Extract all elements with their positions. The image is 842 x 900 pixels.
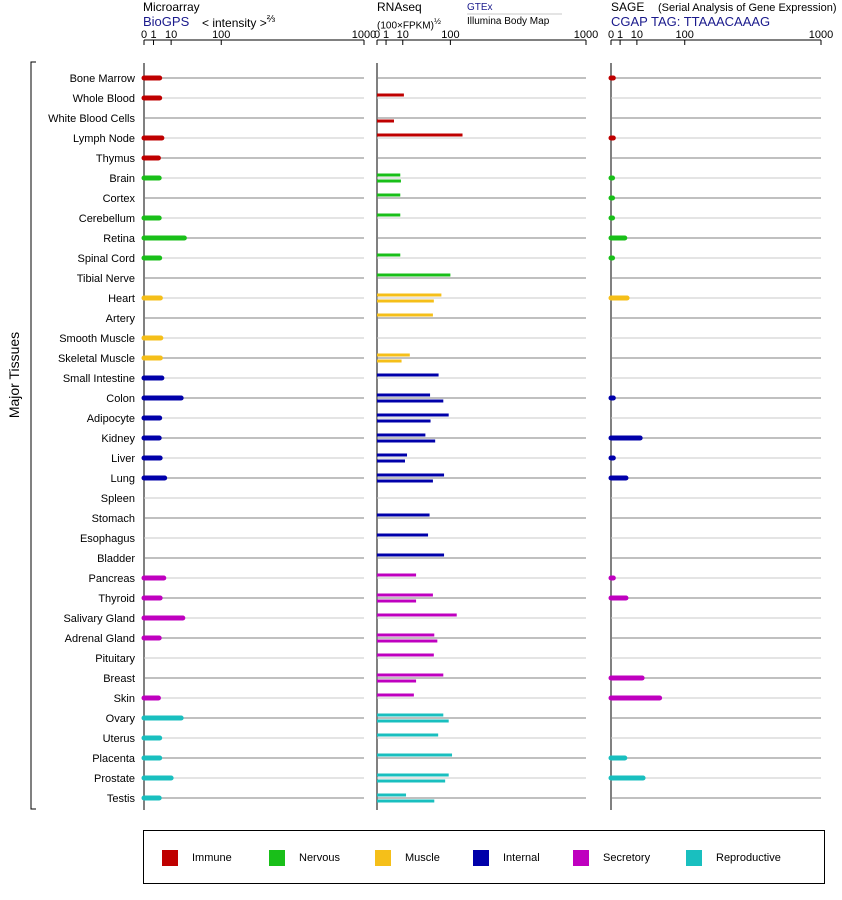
legend: Immune Nervous Muscle Internal Secretory… [143, 830, 825, 884]
tissue-label: Salivary Gland [63, 613, 135, 625]
legend-item-muscle: Muscle [375, 850, 440, 866]
legend-swatch-reproductive [686, 850, 702, 866]
tissue-label: Prostate [94, 773, 135, 785]
tissue-label: Pituitary [95, 653, 135, 665]
rnaseq-units: (100×FPKM)½ [377, 16, 441, 31]
tissue-label: Brain [109, 173, 135, 185]
tissue-label: White Blood Cells [48, 113, 135, 125]
rnaseq-units-exp: ½ [433, 16, 441, 26]
tissue-label: Retina [103, 233, 136, 245]
x-tick-label: 0 [141, 29, 147, 41]
sage-title: SAGE [611, 0, 645, 14]
x-tick-label: 1 [383, 29, 389, 41]
x-tick-label: 10 [631, 29, 643, 41]
x-tick-label: 100 [212, 29, 230, 41]
legend-item-nervous: Nervous [269, 850, 340, 866]
tissue-label: Thyroid [98, 593, 135, 605]
biogps-link[interactable]: BioGPS [143, 14, 190, 29]
x-tick-label: 0 [374, 29, 380, 41]
legend-item-immune: Immune [162, 850, 232, 866]
tissue-label: Liver [111, 453, 135, 465]
legend-swatch-nervous [269, 850, 285, 866]
x-tick-label: 0 [608, 29, 614, 41]
x-tick-label: 1000 [352, 29, 376, 41]
tissue-label: Adipocyte [87, 413, 135, 425]
tissue-label: Artery [106, 313, 136, 325]
legend-label-secretory: Secretory [603, 852, 651, 864]
tissue-label: Testis [107, 793, 136, 805]
legend-label-reproductive: Reproductive [716, 852, 781, 864]
rnaseq-units-text: (100×FPKM) [377, 20, 434, 32]
gtex-link[interactable]: GTEx [467, 2, 493, 13]
tissue-label: Small Intestine [63, 373, 135, 385]
microarray-title: Microarray [143, 0, 200, 14]
tissue-label: Adrenal Gland [65, 633, 135, 645]
legend-swatch-muscle [375, 850, 391, 866]
tissue-label: Stomach [92, 513, 135, 525]
tissue-label: Spinal Cord [78, 253, 135, 265]
tissue-label: Uterus [103, 733, 136, 745]
tissue-label: Skeletal Muscle [58, 353, 135, 365]
tissue-label: Cortex [103, 193, 136, 205]
x-tick-label: 1 [617, 29, 623, 41]
tissue-label: Lung [111, 473, 135, 485]
illumina-label: Illumina Body Map [467, 16, 550, 27]
tissue-label: Kidney [101, 433, 135, 445]
tissue-label: Esophagus [80, 533, 136, 545]
tissue-label: Skin [114, 693, 135, 705]
x-tick-label: 1000 [574, 29, 598, 41]
x-tick-label: 100 [441, 29, 459, 41]
x-tick-label: 100 [676, 29, 694, 41]
sage-tag-link[interactable]: CGAP TAG: TTAAACAAAG [611, 14, 771, 29]
y-axis-bracket [30, 61, 36, 810]
legend-label-immune: Immune [192, 852, 232, 864]
tissue-label: Placenta [92, 753, 136, 765]
x-tick-label: 10 [397, 29, 409, 41]
legend-swatch-secretory [573, 850, 589, 866]
tissue-label: Ovary [106, 713, 136, 725]
legend-swatch-internal [473, 850, 489, 866]
tissue-label: Whole Blood [73, 93, 135, 105]
legend-swatch-immune [162, 850, 178, 866]
rnaseq-title: RNAseq [377, 0, 422, 14]
tissue-label: Lymph Node [73, 133, 135, 145]
tissue-label: Bone Marrow [70, 73, 135, 85]
microarray-units-text: < intensity > [202, 16, 267, 30]
tissue-label: Smooth Muscle [59, 333, 135, 345]
x-tick-label: 10 [165, 29, 177, 41]
tissue-label: Breast [103, 673, 135, 685]
tissue-label: Spleen [101, 493, 135, 505]
microarray-units: < intensity >⅔ [202, 14, 275, 30]
legend-item-internal: Internal [473, 850, 540, 866]
legend-item-secretory: Secretory [573, 850, 650, 866]
y-axis-title: Major Tissues [6, 332, 22, 418]
tissue-label: Pancreas [89, 573, 136, 585]
x-tick-label: 1 [150, 29, 156, 41]
tissue-label: Cerebellum [79, 213, 135, 225]
legend-label-internal: Internal [503, 852, 540, 864]
tissue-label: Bladder [97, 553, 135, 565]
tissue-label: Thymus [96, 153, 136, 165]
tissue-label: Tibial Nerve [77, 273, 135, 285]
x-tick-label: 1000 [809, 29, 833, 41]
legend-label-muscle: Muscle [405, 852, 440, 864]
tissue-label: Colon [106, 393, 135, 405]
tissue-label: Heart [108, 293, 135, 305]
microarray-units-exp: ⅔ [266, 14, 276, 25]
sage-subtitle: (Serial Analysis of Gene Expression) [658, 2, 837, 14]
legend-label-nervous: Nervous [299, 852, 340, 864]
legend-item-reproductive: Reproductive [686, 850, 781, 866]
